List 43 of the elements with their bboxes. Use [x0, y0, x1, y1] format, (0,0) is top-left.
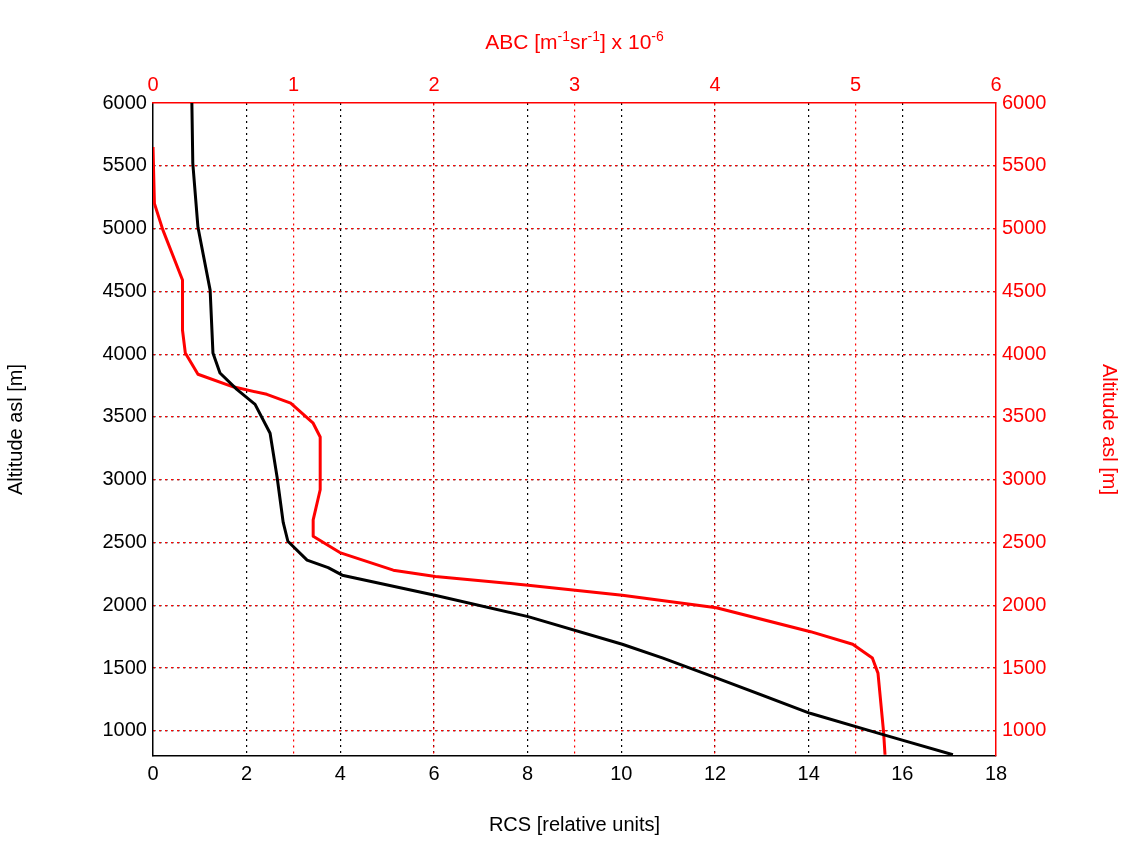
- y-tick-label: 3500: [102, 404, 147, 427]
- x-tick-label: 10: [610, 761, 633, 784]
- y2-tick-label: 2500: [1002, 530, 1047, 553]
- x2-tick-label: 4: [709, 72, 721, 95]
- y-axis-title: Altitude asl [m]: [3, 363, 26, 496]
- x2-tick-label: 3: [568, 72, 581, 95]
- y-tick-label: 1000: [102, 718, 147, 741]
- y2-tick-label: 1000: [1002, 718, 1047, 741]
- x-tick-label: 14: [797, 761, 820, 784]
- y-tick-label: 2500: [102, 530, 147, 553]
- y2-tick-label: 2000: [1002, 592, 1047, 615]
- y-tick-label: 1500: [102, 655, 147, 678]
- y-tick-label: 3000: [102, 467, 147, 490]
- x-tick-label: 16: [891, 761, 914, 784]
- x-axis-title: RCS [relative units]: [488, 812, 661, 835]
- y-tick-label: 5500: [102, 153, 147, 176]
- x2-tick-label: 6: [990, 72, 1002, 95]
- x2-tick-label: 5: [849, 72, 862, 95]
- x-tick-label: 18: [984, 761, 1008, 784]
- y2-tick-label: 1500: [1002, 655, 1047, 678]
- y-tick-label: 4500: [102, 278, 147, 301]
- y-tick-label: 2000: [102, 592, 147, 615]
- x-tick-label: 6: [428, 761, 440, 784]
- y-tick-label: 4000: [102, 341, 147, 364]
- x2-tick-label: 1: [287, 72, 300, 95]
- y2-tick-label: 5500: [1002, 153, 1047, 176]
- y-tick-label: 6000: [102, 90, 147, 113]
- x2-axis-title: ABC [m$^{-1}$sr$^{-1}$] x 10$^{-6}$: [484, 28, 665, 54]
- x-tick-label: 8: [522, 761, 534, 784]
- x-tick-label: 0: [147, 761, 159, 784]
- x-tick-label: 2: [241, 761, 253, 784]
- x2-tick-label: 2: [428, 72, 440, 95]
- x-tick-label: 12: [703, 761, 727, 784]
- y2-tick-label: 5000: [1002, 216, 1047, 239]
- y-tick-label: 5000: [102, 216, 147, 239]
- y2-tick-label: 4500: [1002, 278, 1047, 301]
- y2-tick-label: 3000: [1002, 467, 1047, 490]
- y2-axis-title: Altitude asl [m]: [1099, 363, 1122, 496]
- x2-tick-label: 0: [147, 72, 159, 95]
- y2-tick-label: 3500: [1002, 404, 1047, 427]
- x-tick-label: 4: [334, 761, 346, 784]
- y2-tick-label: 6000: [1002, 90, 1047, 113]
- y2-tick-label: 4000: [1002, 341, 1047, 364]
